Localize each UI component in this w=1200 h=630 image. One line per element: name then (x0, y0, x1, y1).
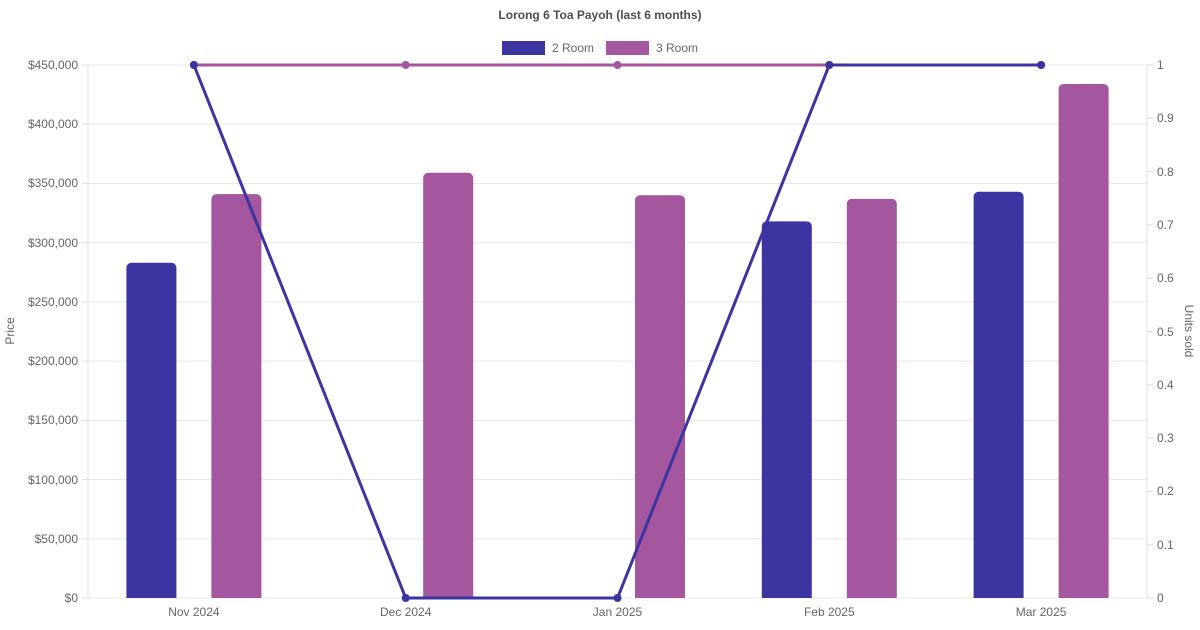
y-axis-tick-units: 0.9 (1157, 111, 1174, 126)
y-axis-tick-price: $450,000 (27, 58, 78, 72)
bar-2-room-feb-2025[interactable] (761, 221, 812, 598)
legend-label-2-room: 2 Room (551, 41, 594, 55)
y-axis-tick-units: 0.1 (1157, 537, 1174, 552)
legend-swatch-3-room-icon (606, 41, 649, 55)
y-axis-tick-units: 0.7 (1157, 217, 1174, 232)
y-axis-tick-units: 0.4 (1157, 377, 1174, 392)
y-axis-tick-units: 0.6 (1157, 271, 1174, 286)
bar-3-room-mar-2025[interactable] (1058, 83, 1109, 598)
chart-title: Lorong 6 Toa Payoh (last 6 months) (498, 8, 702, 22)
point-2-room-dec-2024[interactable] (401, 594, 410, 602)
point-3-room-jan-2025[interactable] (613, 61, 622, 69)
y-axis-tick-units: 0.5 (1157, 324, 1174, 339)
bar-3-room-dec-2024[interactable] (423, 172, 474, 599)
line-2-room (192, 63, 1042, 600)
x-axis-tick-nov-2024: Nov 2024 (168, 605, 220, 619)
y-axis-tick-units: 0.8 (1157, 164, 1174, 179)
point-2-room-nov-2024[interactable] (189, 61, 198, 69)
y-axis-tick-units: 1 (1157, 58, 1164, 72)
point-2-room-feb-2025[interactable] (825, 61, 834, 69)
y-axis-tick-price: $300,000 (27, 235, 78, 250)
y-axis-tick-units: 0 (1157, 591, 1164, 605)
y-axis-tick-units: 0.3 (1157, 431, 1174, 446)
x-axis-tick-feb-2025: Feb 2025 (803, 605, 855, 619)
y-axis-tick-price: $200,000 (27, 354, 78, 369)
x-axis-tick-jan-2025: Jan 2025 (592, 605, 643, 619)
bar-2-room-nov-2024[interactable] (126, 262, 177, 598)
y-axis-tick-units: 0.2 (1157, 484, 1174, 499)
bar-3-room-jan-2025[interactable] (635, 195, 685, 599)
y-axis-tick-price: $150,000 (27, 413, 78, 428)
y-axis-tick-price: $350,000 (27, 176, 78, 191)
x-axis-tick-dec-2024: Dec 2024 (380, 605, 432, 619)
bar-3-room-feb-2025[interactable] (846, 198, 897, 598)
y-axis-title-price: Price (3, 317, 17, 345)
legend-swatch-2-room-icon (501, 41, 545, 55)
y-axis-tick-price: $250,000 (27, 294, 78, 309)
bar-2-room-mar-2025[interactable] (973, 191, 1024, 599)
y-axis-tick-price: $50,000 (34, 531, 78, 546)
point-3-room-dec-2024[interactable] (401, 61, 410, 69)
y-axis-tick-price: $400,000 (27, 117, 78, 132)
legend-item-3-room[interactable]: 3 Room (606, 41, 698, 55)
y-axis-tick-price: $0 (64, 591, 78, 605)
point-2-room-jan-2025[interactable] (613, 594, 622, 602)
bar-3-room-nov-2024[interactable] (211, 194, 262, 599)
legend-label-3-room: 3 Room (656, 41, 699, 55)
legend: 2 Room 3 Room (0, 41, 1200, 55)
legend-item-2-room[interactable]: 2 Room (501, 41, 594, 55)
x-axis-tick-mar-2025: Mar 2025 (1015, 605, 1067, 619)
y-axis-tick-price: $100,000 (27, 472, 78, 487)
point-2-room-mar-2025[interactable] (1037, 61, 1046, 69)
